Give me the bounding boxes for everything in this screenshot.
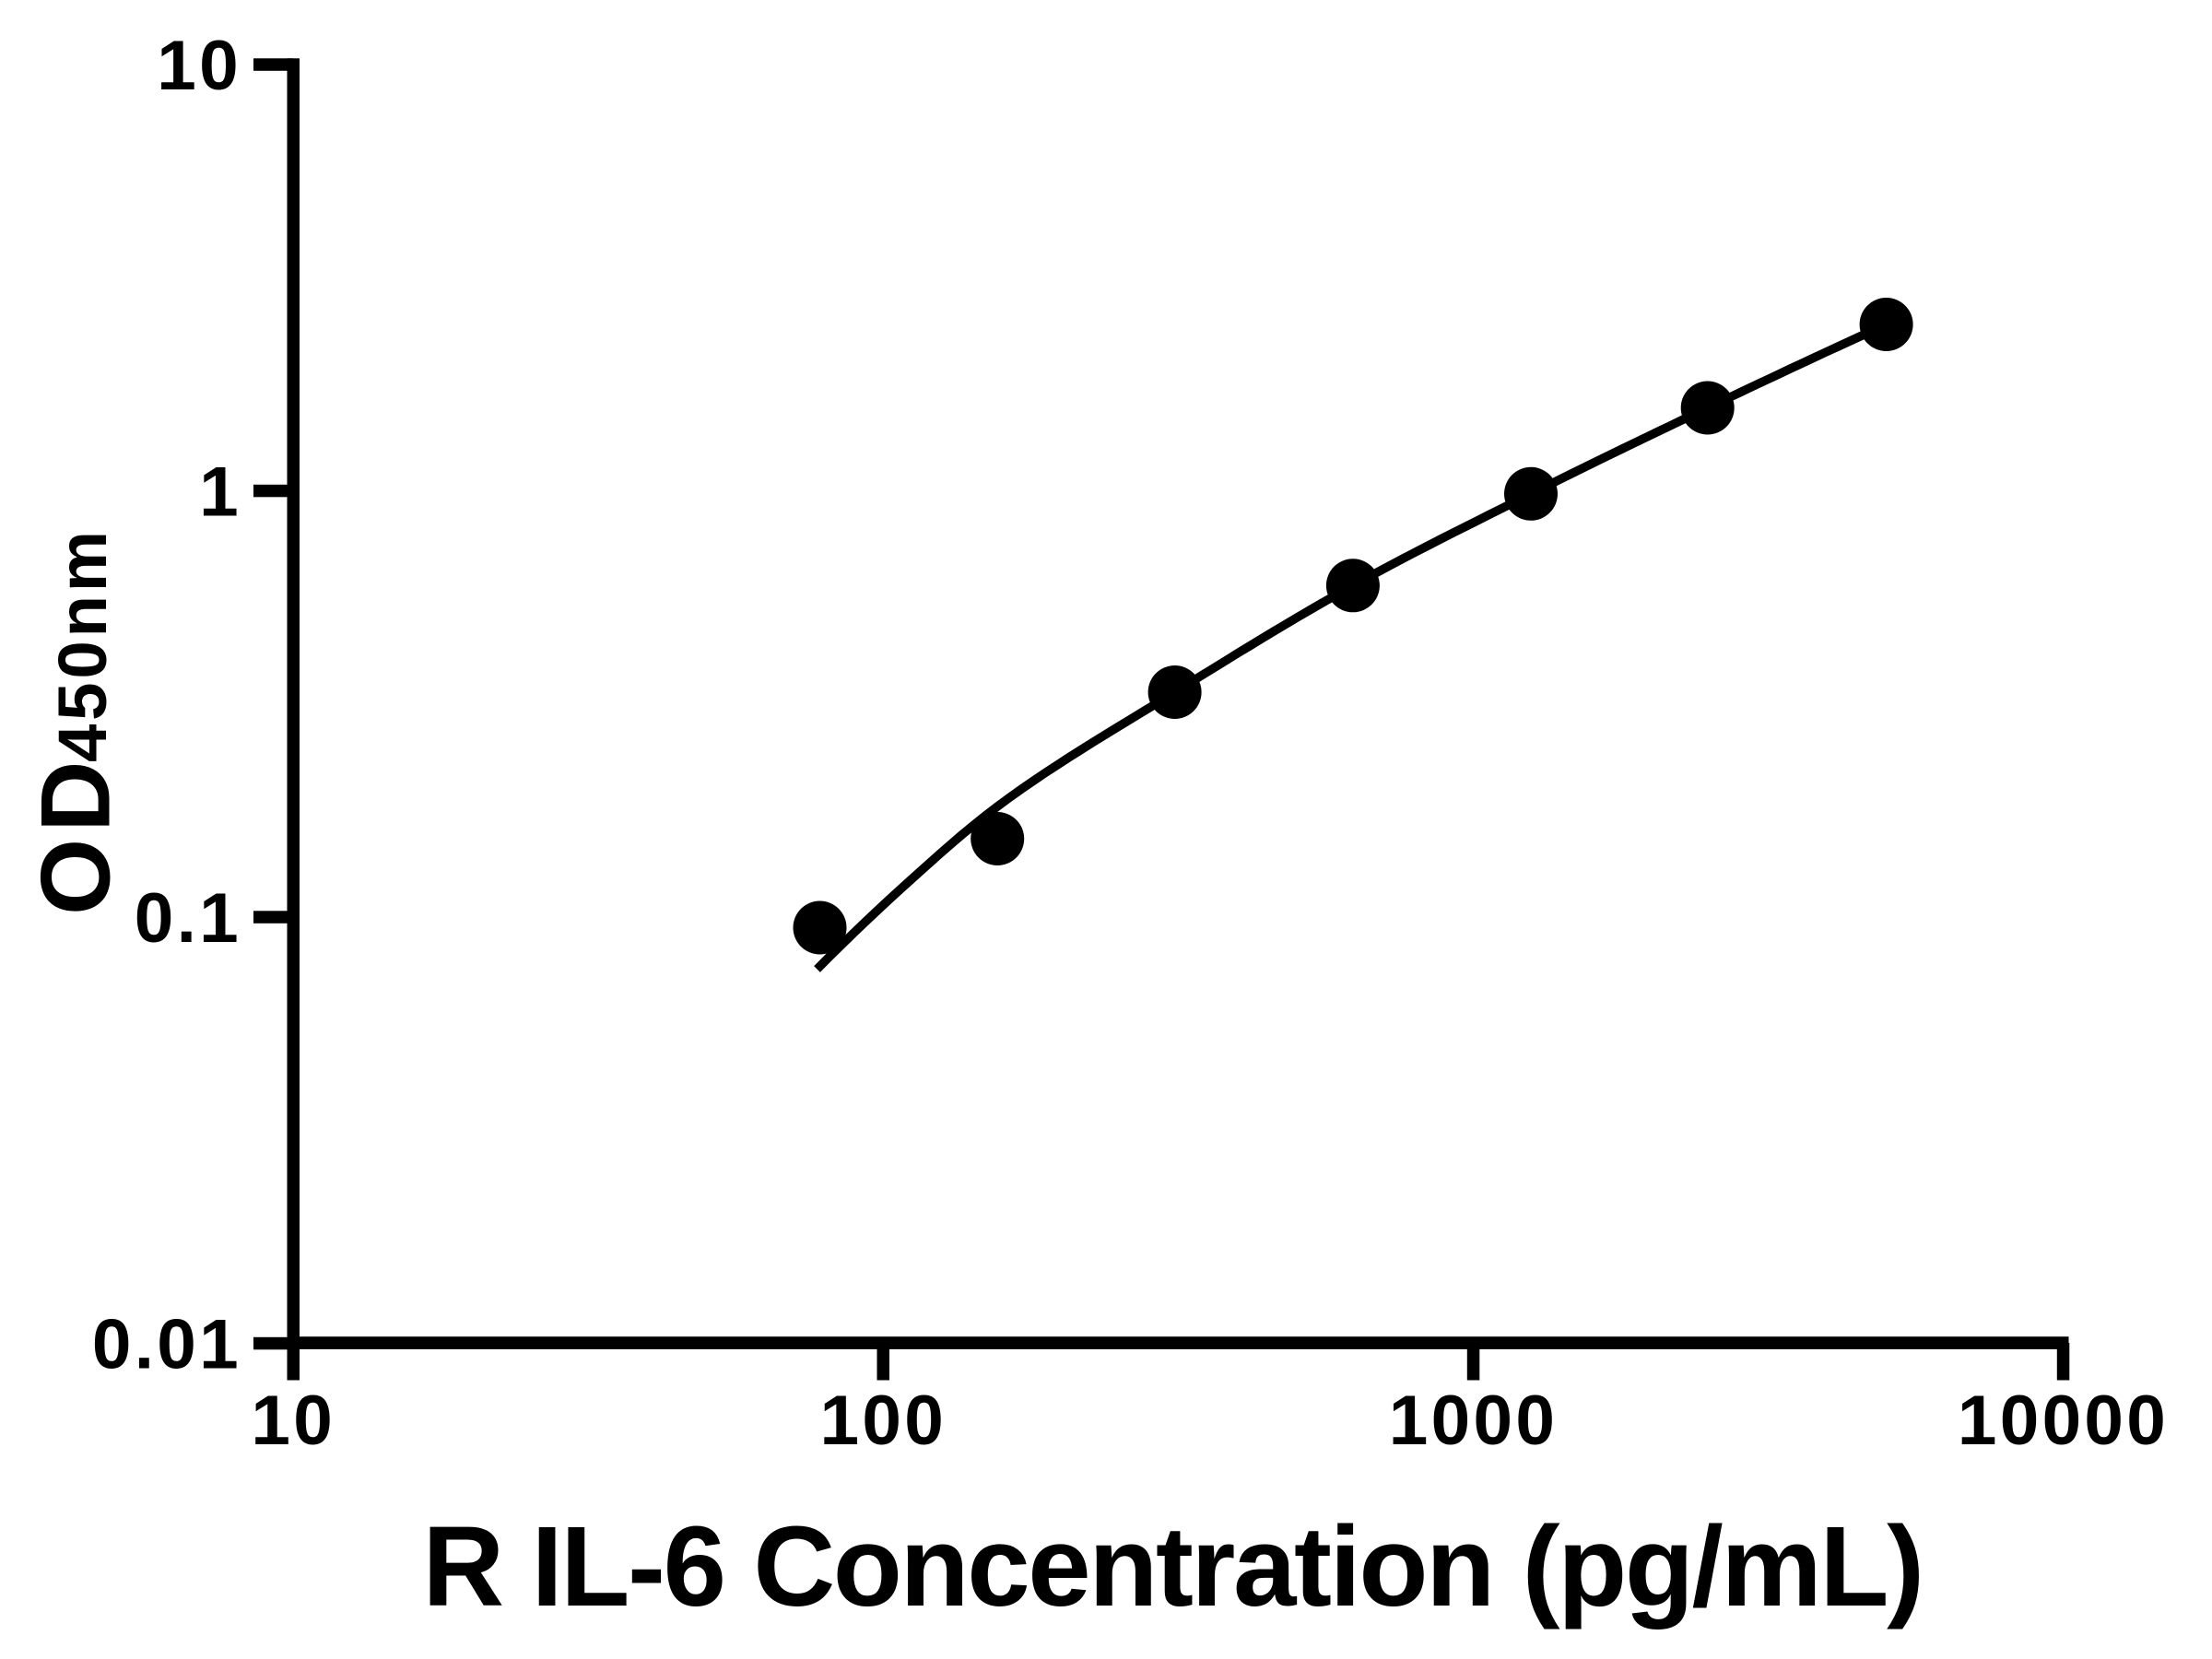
svg-text:1000: 1000	[1389, 1382, 1558, 1460]
svg-text:10000: 10000	[1958, 1382, 2169, 1460]
svg-text:0.01: 0.01	[92, 1305, 241, 1383]
svg-text:10: 10	[157, 27, 241, 105]
svg-text:0.1: 0.1	[135, 879, 241, 958]
svg-text:OD: OD	[20, 755, 131, 916]
svg-text:100: 100	[820, 1382, 947, 1460]
svg-text:1: 1	[199, 453, 241, 531]
svg-text:R IL-6 Concentration (pg/mL): R IL-6 Concentration (pg/mL)	[422, 1504, 1922, 1630]
svg-text:450nm: 450nm	[44, 527, 121, 762]
svg-text:10: 10	[251, 1382, 335, 1460]
